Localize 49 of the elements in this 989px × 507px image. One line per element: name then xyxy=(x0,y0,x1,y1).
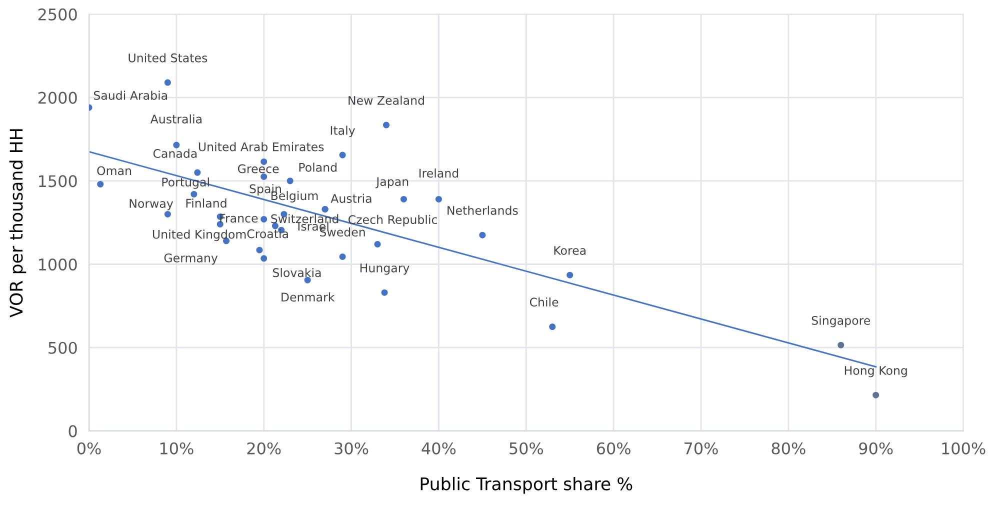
annotation: Finland xyxy=(186,198,226,208)
annotation: Denmark xyxy=(282,292,335,302)
annotation: Canada xyxy=(153,148,197,158)
y-tick-label: 2000 xyxy=(38,92,77,104)
annotation: Slovakia xyxy=(272,268,321,278)
y-tick-label: 0 xyxy=(68,425,77,438)
annotation: Norway xyxy=(130,199,174,210)
annotation: Oman xyxy=(97,166,132,176)
annotation: United Arab Emirates xyxy=(198,142,324,152)
x-tick-label: 70% xyxy=(684,442,718,454)
x-tick-label: 0% xyxy=(77,442,101,454)
y-tick-label: 2500 xyxy=(38,8,77,20)
x-tick-label: 20% xyxy=(247,442,281,454)
annotation: Saudi Arabia xyxy=(94,90,168,100)
x-axis-title: Public Transport share % xyxy=(420,476,632,494)
x-tick-label: 10% xyxy=(160,442,194,454)
annotation: Portugal xyxy=(162,177,209,189)
annotation: Hong Kong xyxy=(844,366,907,378)
x-tick-label: 100% xyxy=(942,442,986,454)
annotation: United States xyxy=(128,53,208,62)
annotation: Singapore xyxy=(812,316,870,328)
x-tick-label: 50% xyxy=(510,442,544,454)
annotation: Netherlands xyxy=(448,206,518,215)
x-tick-label: 80% xyxy=(772,442,806,454)
y-tick-label: 1000 xyxy=(39,258,77,271)
y-tick-label: 1500 xyxy=(39,175,77,188)
annotation: France xyxy=(220,214,258,223)
annotation: United Kingdom xyxy=(152,230,246,242)
y-tick-label: 500 xyxy=(48,342,77,354)
annotation: Croatia xyxy=(247,229,288,238)
annotation: Austria xyxy=(330,194,372,203)
annotation: New Zealand xyxy=(348,96,424,105)
x-tick-label: 60% xyxy=(596,442,630,454)
annotation: Italy xyxy=(330,126,356,138)
annotation: Japan xyxy=(376,177,408,188)
annotation: Greece xyxy=(238,164,279,174)
annotation: Switzerland xyxy=(271,214,338,224)
annotation: Hungary xyxy=(360,264,410,275)
annotation: Czech Republic xyxy=(348,214,438,226)
annotation: Ireland xyxy=(419,168,458,178)
annotation: Australia xyxy=(150,114,202,124)
annotation: Chile xyxy=(530,297,558,307)
x-tick-label: 30% xyxy=(334,442,368,454)
x-tick-label: 90% xyxy=(859,442,893,454)
y-axis-title: VOR per thousand HH xyxy=(9,129,26,318)
x-tick-label: 40% xyxy=(422,442,456,454)
annotation: Poland xyxy=(299,162,336,172)
annotation: Germany xyxy=(164,253,218,265)
annotation: Korea xyxy=(554,246,586,255)
